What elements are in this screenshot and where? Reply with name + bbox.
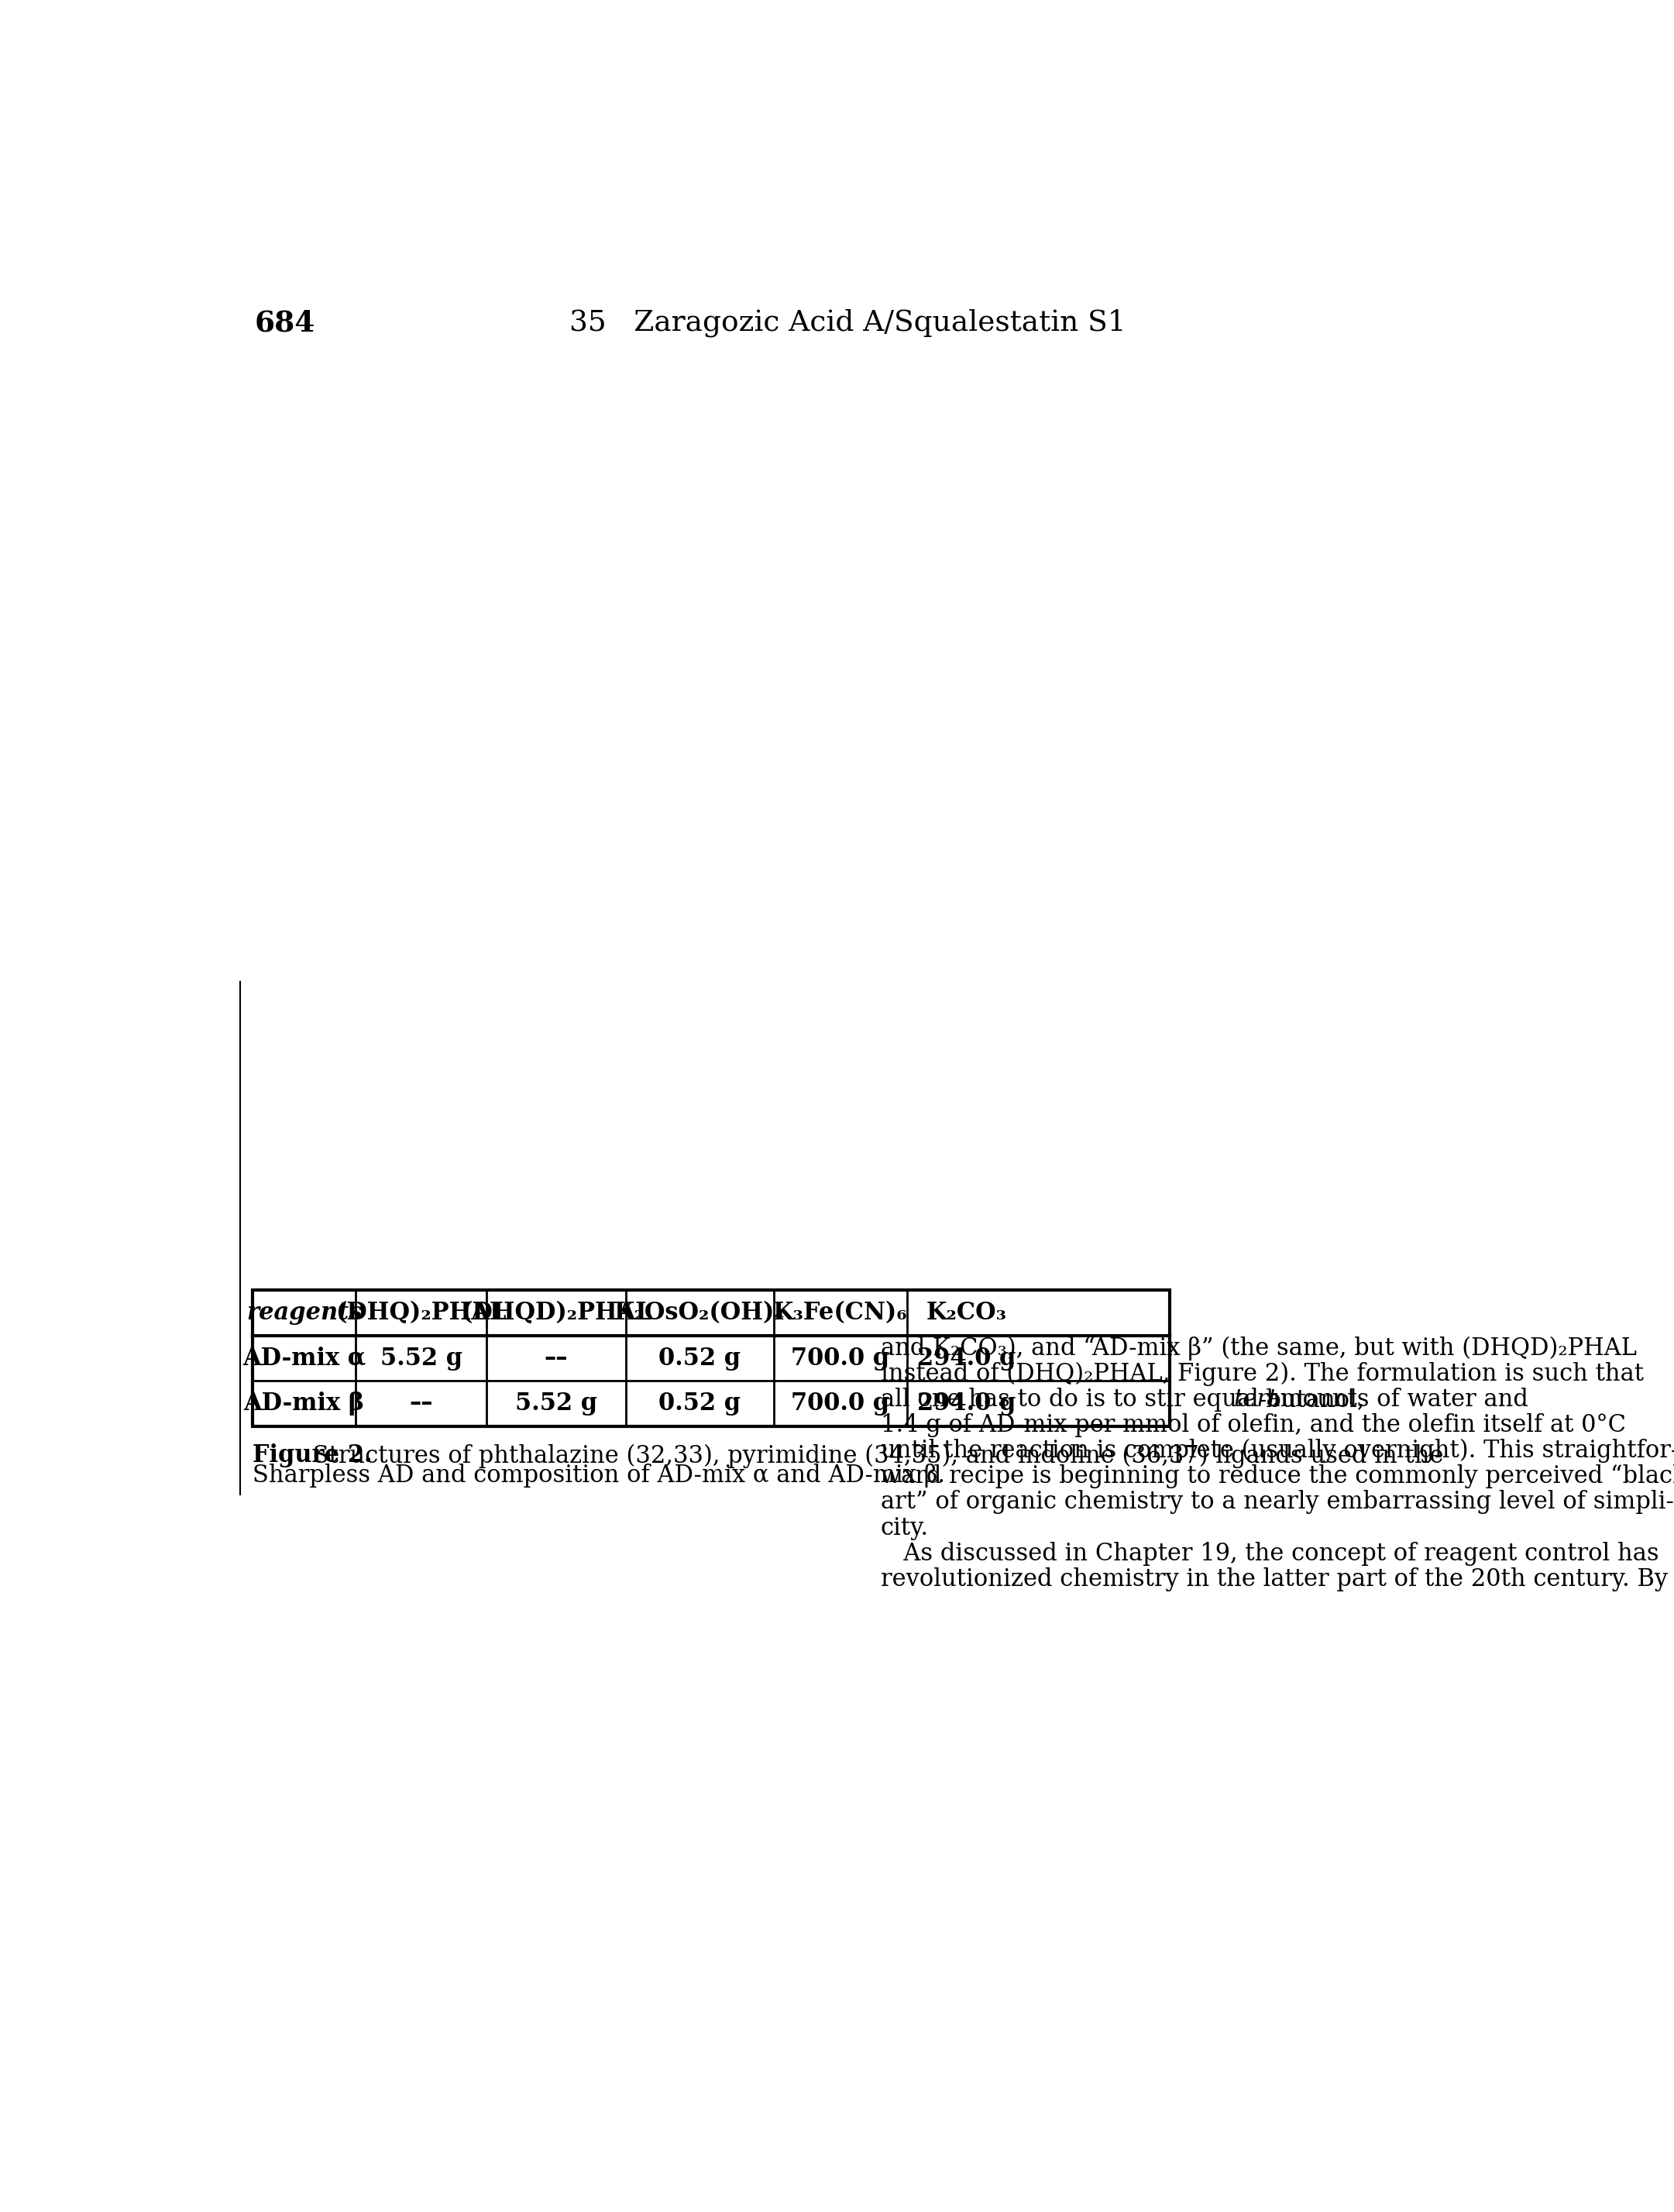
- Text: 1.4 g of AD-mix per mmol of olefin, and the olefin itself at 0°C: 1.4 g of AD-mix per mmol of olefin, and …: [881, 1413, 1625, 1438]
- Text: As discussed in Chapter 19, the concept of reagent control has: As discussed in Chapter 19, the concept …: [881, 1542, 1659, 1566]
- Text: K₂CO₃: K₂CO₃: [926, 1301, 1006, 1325]
- Text: and K₂CO₃), and “AD-mix β” (the same, but with (DHQD)₂PHAL: and K₂CO₃), and “AD-mix β” (the same, bu…: [881, 1336, 1637, 1360]
- Text: 684: 684: [254, 307, 315, 336]
- Text: AD-mix α: AD-mix α: [243, 1347, 367, 1371]
- Bar: [209, 1279, 1507, 1969]
- Text: Figure 2.: Figure 2.: [253, 1444, 372, 1469]
- Text: 294.0 g: 294.0 g: [917, 1391, 1016, 1416]
- Text: 294.0 g: 294.0 g: [917, 1347, 1016, 1371]
- Text: tert: tert: [1234, 1387, 1277, 1411]
- Text: 35   Zaragozic Acid A/Squalestatin S1: 35 Zaragozic Acid A/Squalestatin S1: [569, 307, 1127, 336]
- Bar: [253, 1290, 1170, 1427]
- Text: -butanol,: -butanol,: [1259, 1387, 1366, 1411]
- Text: K₂OsO₂(OH)₄: K₂OsO₂(OH)₄: [614, 1301, 785, 1325]
- Text: (DHQD)₂PHAL: (DHQD)₂PHAL: [460, 1301, 651, 1325]
- Text: instead of (DHQ)₂PHAL, Figure 2). The formulation is such that: instead of (DHQ)₂PHAL, Figure 2). The fo…: [881, 1363, 1644, 1387]
- Text: AD-mix β: AD-mix β: [244, 1391, 365, 1416]
- Text: 5.52 g: 5.52 g: [380, 1347, 462, 1371]
- Text: Sharpless AD and composition of AD-mix α and AD-mix β.: Sharpless AD and composition of AD-mix α…: [253, 1464, 946, 1486]
- Text: K₃Fe(CN)₆: K₃Fe(CN)₆: [773, 1301, 907, 1325]
- Text: 0.52 g: 0.52 g: [658, 1391, 742, 1416]
- Text: 700.0 g: 700.0 g: [792, 1391, 889, 1416]
- Text: ward recipe is beginning to reduce the commonly perceived “black: ward recipe is beginning to reduce the c…: [881, 1464, 1674, 1489]
- Text: art” of organic chemistry to a nearly embarrassing level of simpli-: art” of organic chemistry to a nearly em…: [881, 1491, 1674, 1515]
- Text: city.: city.: [881, 1515, 929, 1540]
- Text: ––: ––: [544, 1347, 567, 1371]
- Text: 700.0 g: 700.0 g: [792, 1347, 889, 1371]
- Text: 5.52 g: 5.52 g: [516, 1391, 598, 1416]
- Text: 0.52 g: 0.52 g: [658, 1347, 742, 1371]
- Text: all one has to do is to stir equal amounts of water and: all one has to do is to stir equal amoun…: [881, 1387, 1535, 1411]
- Text: Structures of phthalazine (32,33), pyrimidine (34,35), and indoline (36,37) liga: Structures of phthalazine (32,33), pyrim…: [305, 1444, 1443, 1469]
- Text: revolutionized chemistry in the latter part of the 20th century. By: revolutionized chemistry in the latter p…: [881, 1566, 1667, 1590]
- Bar: [209, 265, 1507, 325]
- Text: reagents: reagents: [246, 1301, 362, 1325]
- Text: (DHQ)₂PHAL: (DHQ)₂PHAL: [336, 1301, 507, 1325]
- Text: until the reaction is complete (usually overnight). This straightfor-: until the reaction is complete (usually …: [881, 1440, 1674, 1462]
- Text: ––: ––: [410, 1391, 434, 1416]
